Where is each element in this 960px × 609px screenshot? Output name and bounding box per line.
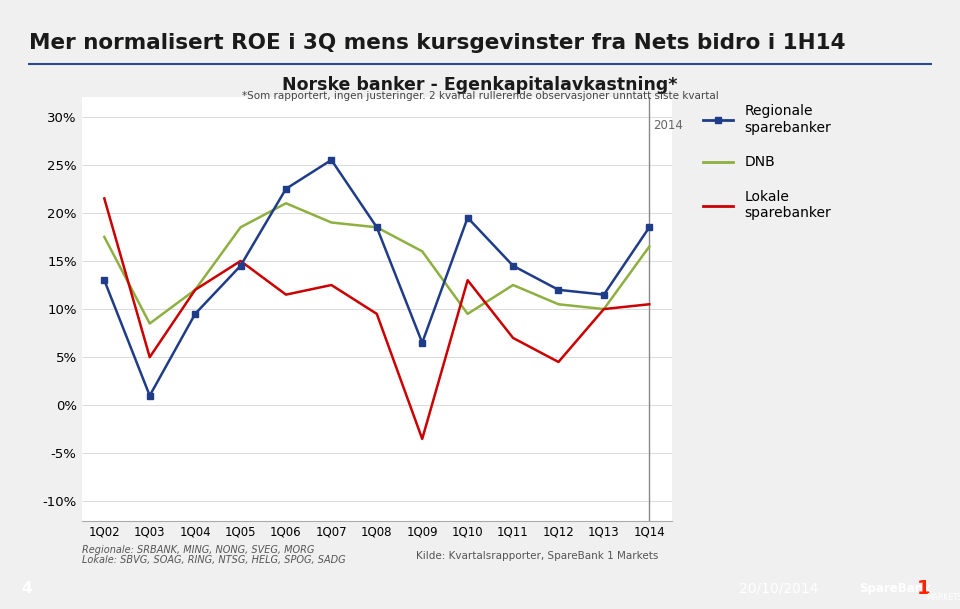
Text: Regionale: SRBANK, MING, NONG, SVEG, MORG: Regionale: SRBANK, MING, NONG, SVEG, MOR… [82, 545, 314, 555]
Text: 1: 1 [917, 579, 930, 598]
Text: MARKETS: MARKETS [926, 593, 960, 602]
Text: Mer normalisert ROE i 3Q mens kursgevinster fra Nets bidro i 1H14: Mer normalisert ROE i 3Q mens kursgevins… [29, 33, 846, 54]
Text: Kilde: Kvartalsrapporter, SpareBank 1 Markets: Kilde: Kvartalsrapporter, SpareBank 1 Ma… [417, 551, 659, 560]
Text: SpareBank: SpareBank [859, 582, 931, 595]
Text: Lokale: SBVG, SOAG, RING, NTSG, HELG, SPOG, SADG: Lokale: SBVG, SOAG, RING, NTSG, HELG, SP… [82, 555, 346, 565]
Text: *Som rapportert, ingen justeringer. 2 kvartal rullerende observasjoner unntatt s: *Som rapportert, ingen justeringer. 2 kv… [242, 91, 718, 101]
Text: 2014: 2014 [653, 119, 683, 132]
Text: 4: 4 [21, 581, 32, 596]
Text: 20/10/2014: 20/10/2014 [739, 582, 819, 595]
Legend: Regionale
sparebanker, DNB, Lokale
sparebanker: Regionale sparebanker, DNB, Lokale spare… [703, 104, 831, 220]
Text: Norske banker - Egenkapitalavkastning*: Norske banker - Egenkapitalavkastning* [282, 76, 678, 94]
